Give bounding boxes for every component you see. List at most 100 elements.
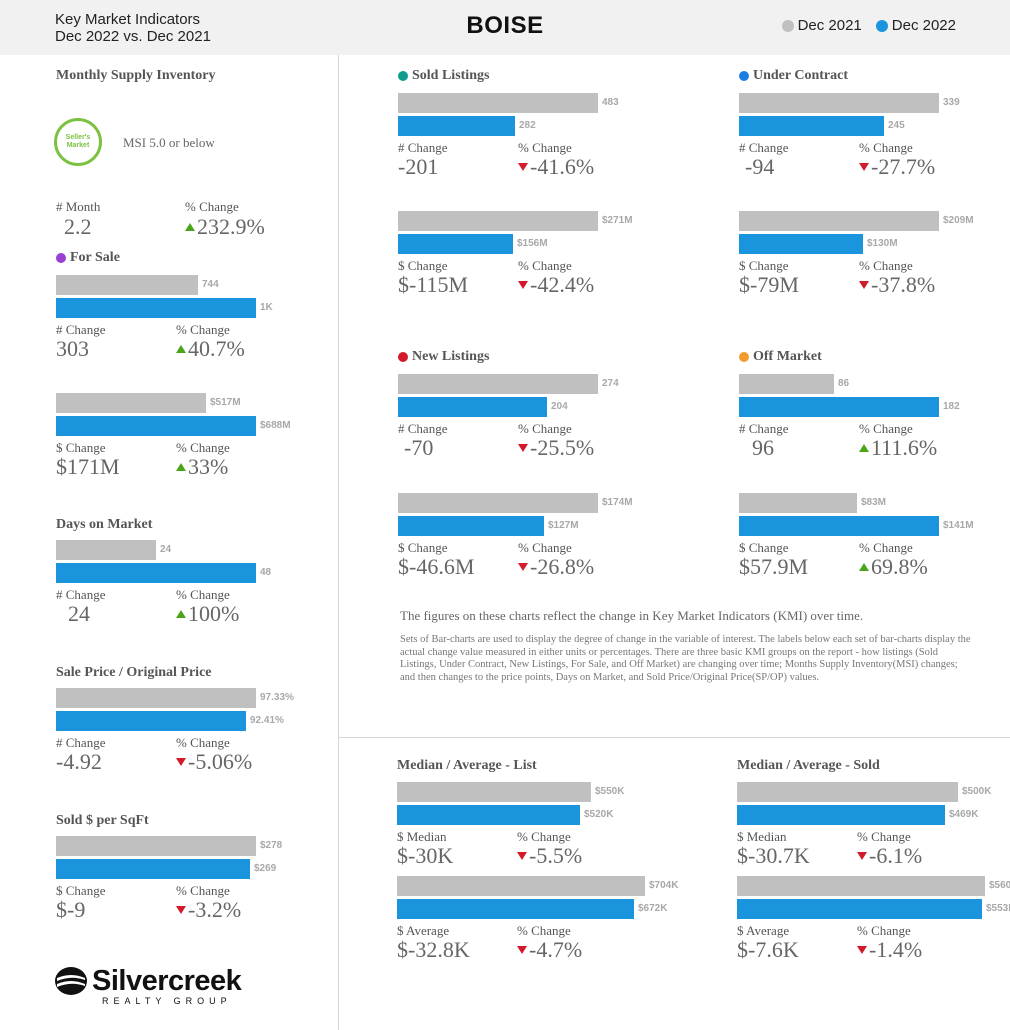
- sold-average-left-label: $ Average: [737, 923, 790, 938]
- new-listings-count-left-value: -70: [404, 435, 434, 460]
- new-listings-count-bar-dec-2022: [398, 397, 547, 417]
- off-market-count-left-value: 96: [752, 435, 774, 460]
- off-market-volume-right-label: % Change: [859, 540, 913, 555]
- days-on-market-right-label: % Change: [176, 587, 230, 602]
- list-average-right-value: -4.7%: [517, 937, 582, 963]
- sale-price-original-title: Sale Price / Original Price: [56, 665, 212, 680]
- sold-per-sqft-left-label: $ Change: [56, 883, 106, 898]
- sold-median-right-label: % Change: [857, 829, 911, 844]
- sold-median-right-value: -6.1%: [857, 843, 922, 869]
- under-contract-count-left-value: -94: [745, 154, 775, 179]
- new-listings-count-bar-dec-2021: [398, 374, 598, 394]
- under-contract-volume-bar-dec-2021: [739, 211, 939, 231]
- sold-average-left-value: $-7.6K: [737, 937, 799, 962]
- msi-note: MSI 5.0 or below: [123, 135, 215, 150]
- sold-median-bar-label: $500K: [962, 786, 992, 797]
- sold-average-right-label: % Change: [857, 923, 911, 938]
- off-market-count-title: Off Market: [739, 349, 822, 365]
- logo-wordmark: Silvercreek: [92, 965, 242, 997]
- for-sale-volume-left-value: $171M: [56, 454, 120, 479]
- list-median-bar-label: $520K: [584, 809, 614, 820]
- sale-price-original-left-value: -4.92: [56, 749, 102, 774]
- sold-volume-bar-dec-2021: [398, 211, 598, 231]
- for-sale-count-left-value: 303: [56, 336, 89, 361]
- new-listings-volume-left-value: $-46.6M: [398, 554, 475, 579]
- off-market-volume-left-label: $ Change: [739, 540, 789, 555]
- sold-per-sqft-right-value: -3.2%: [176, 897, 241, 923]
- for-sale-count-title: For Sale: [56, 250, 120, 266]
- city-name: BOISE: [466, 12, 544, 39]
- list-average-bar-dec-2022: [397, 899, 634, 919]
- new-listings-count-right-value: -25.5%: [518, 435, 594, 461]
- days-on-market-title: Days on Market: [56, 517, 153, 532]
- list-median-bar-dec-2021: [397, 782, 591, 802]
- trend-up-icon: [185, 223, 195, 231]
- list-average-bar-label: $704K: [649, 880, 679, 891]
- under-contract-volume-left-value: $-79M: [739, 272, 799, 297]
- new-listings-count-right-label: % Change: [518, 421, 572, 436]
- legend-item-dec-2022: Dec 2022: [875, 17, 956, 34]
- new-listings-volume-bar-label: $174M: [602, 497, 633, 508]
- for-sale-volume-bar-label: $517M: [210, 397, 241, 408]
- msi-left-value: 2.2: [64, 214, 92, 239]
- trend-up-icon: [859, 444, 869, 452]
- sold-median-bar-dec-2021: [737, 782, 958, 802]
- trend-up-icon: [859, 563, 869, 571]
- trend-up-icon: [176, 610, 186, 618]
- sold-per-sqft-right-label: % Change: [176, 883, 230, 898]
- new-listings-count-left-label: # Change: [398, 421, 448, 436]
- trend-down-icon: [176, 758, 186, 766]
- new-listings-volume-right-label: % Change: [518, 540, 572, 555]
- category-dot-icon: [739, 352, 749, 362]
- for-sale-volume-left-label: $ Change: [56, 440, 106, 455]
- sold-average-bar-dec-2021: [737, 876, 985, 896]
- report-title: Key Market Indicators Dec 2022 vs. Dec 2…: [55, 11, 211, 45]
- days-on-market-right-value: 100%: [176, 601, 239, 627]
- list-average-bar-label: $672K: [638, 903, 668, 914]
- new-listings-count-bar-label: 204: [551, 401, 568, 412]
- notes-summary: The figures on these charts reflect the …: [400, 608, 864, 623]
- category-dot-icon: [398, 352, 408, 362]
- off-market-count-bar-dec-2022: [739, 397, 939, 417]
- legend: Dec 2021 Dec 2022: [781, 17, 956, 34]
- off-market-volume-bar-dec-2021: [739, 493, 857, 513]
- days-on-market-left-value: 24: [68, 601, 90, 626]
- off-market-count-right-value: 111.6%: [859, 435, 937, 461]
- off-market-volume-bar-dec-2022: [739, 516, 939, 536]
- under-contract-count-bar-dec-2021: [739, 93, 939, 113]
- trend-down-icon: [859, 163, 869, 171]
- sale-price-original-right-label: % Change: [176, 735, 230, 750]
- sold-median-bar-label: $469K: [949, 809, 979, 820]
- under-contract-volume-bar-label: $209M: [943, 215, 974, 226]
- sold-median-left-value: $-30.7K: [737, 843, 810, 868]
- sold-per-sqft-bar-dec-2021: [56, 836, 256, 856]
- trend-down-icon: [857, 946, 867, 954]
- days-on-market-bar-label: 48: [260, 567, 272, 578]
- sold-volume-bar-dec-2022: [398, 234, 513, 254]
- list-median-right-label: % Change: [517, 829, 571, 844]
- under-contract-count-bar-label: 339: [943, 97, 960, 108]
- under-contract-count-left-label: # Change: [739, 140, 789, 155]
- legend-dot-icon: [781, 19, 794, 32]
- silvercreek-mark-icon: [55, 967, 87, 995]
- off-market-count-bar-dec-2021: [739, 374, 834, 394]
- for-sale-count-bar-dec-2021: [56, 275, 198, 295]
- for-sale-count-right-value: 40.7%: [176, 336, 245, 362]
- trend-down-icon: [857, 852, 867, 860]
- new-listings-volume-bar-dec-2022: [398, 516, 544, 536]
- sold-per-sqft-bar-label: $278: [260, 840, 283, 851]
- list-median-title: Median / Average - List: [397, 758, 537, 773]
- sold-median-title: Median / Average - Sold: [737, 758, 880, 773]
- trend-down-icon: [518, 281, 528, 289]
- new-listings-volume-bar-dec-2021: [398, 493, 598, 513]
- for-sale-volume-bar-dec-2022: [56, 416, 256, 436]
- sold-count-bar-dec-2022: [398, 116, 515, 136]
- new-listings-count-bar-label: 274: [602, 378, 619, 389]
- sold-volume-right-value: -42.4%: [518, 272, 594, 298]
- new-listings-volume-left-label: $ Change: [398, 540, 448, 555]
- list-average-bar-dec-2021: [397, 876, 645, 896]
- for-sale-count-bar-label: 744: [202, 279, 219, 290]
- for-sale-volume-bar-label: $688M: [260, 420, 291, 431]
- sale-price-original-bar-dec-2021: [56, 688, 256, 708]
- off-market-count-bar-label: 182: [943, 401, 960, 412]
